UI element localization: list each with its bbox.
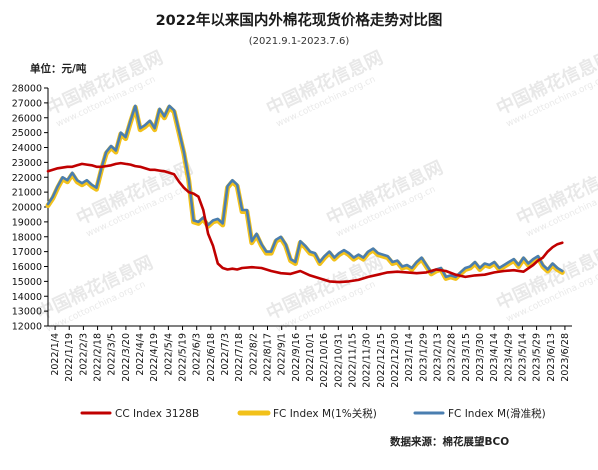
x-tick-label: 2022/4/19 bbox=[149, 333, 160, 382]
x-tick-label: 2022/1/4 bbox=[50, 333, 61, 376]
x-tick-label: 2022/6/18 bbox=[206, 333, 217, 382]
x-tick-label: 2022/3/20 bbox=[121, 333, 132, 382]
y-tick-label: 19000 bbox=[12, 217, 42, 228]
x-tick-label: 2023/5/29 bbox=[532, 333, 543, 382]
x-tick-label: 2022/11/30 bbox=[362, 333, 373, 388]
y-tick-label: 22000 bbox=[12, 173, 42, 184]
y-tick-label: 24000 bbox=[12, 143, 42, 154]
x-tick-label: 2022/9/1 bbox=[277, 333, 288, 376]
x-tick-label: 2022/7/18 bbox=[234, 333, 245, 382]
x-tick-label: 2022/3/5 bbox=[107, 333, 118, 376]
x-tick-label: 2023/3/30 bbox=[475, 333, 486, 382]
x-tick-label: 2023/2/13 bbox=[432, 333, 443, 382]
x-tick-label: 2023/4/14 bbox=[489, 333, 500, 382]
axes: 12000 13000 14000 15000 16000 17000 18000 19000… bbox=[12, 84, 572, 388]
x-tick-label: 2022/12/30 bbox=[390, 333, 401, 388]
chart-subtitle: (2021.9.1-2023.7.6) bbox=[249, 36, 350, 47]
legend-label: CC Index 3128B bbox=[115, 408, 199, 420]
y-tick-label: 28000 bbox=[12, 84, 42, 95]
y-tick-label: 23000 bbox=[12, 158, 42, 169]
legend-label: FC Index M(1%关税) bbox=[273, 407, 377, 420]
y-tick-label: 12000 bbox=[12, 322, 42, 333]
y-tick-label: 25000 bbox=[12, 128, 42, 139]
x-tick-label: 2023/1/29 bbox=[418, 333, 429, 382]
y-tick-label: 16000 bbox=[12, 262, 42, 273]
y-tick-label: 18000 bbox=[12, 232, 42, 243]
y-tick-label: 17000 bbox=[12, 247, 42, 258]
x-tick-label: 2022/2/18 bbox=[93, 333, 104, 382]
x-tick-label: 2022/2/3 bbox=[78, 333, 89, 376]
x-tick-label: 2023/1/14 bbox=[404, 333, 415, 382]
x-tick-label: 2022/10/31 bbox=[333, 333, 344, 388]
x-tick-label: 2022/4/4 bbox=[135, 333, 146, 376]
series-line-2 bbox=[46, 104, 564, 279]
y-tick-label: 15000 bbox=[12, 277, 42, 288]
chart-title: 2022年以来国内外棉花现货价格走势对比图 bbox=[156, 11, 443, 29]
y-tick-label: 14000 bbox=[12, 292, 42, 303]
x-tick-label: 2022/6/3 bbox=[192, 333, 203, 376]
x-tick-label: 2022/8/2 bbox=[248, 333, 259, 376]
series-line-0 bbox=[46, 161, 564, 284]
source-note: 数据来源：棉花展望BCO bbox=[389, 435, 509, 448]
x-tick-label: 2023/6/13 bbox=[546, 333, 557, 382]
x-tick-label: 2022/5/4 bbox=[163, 333, 174, 376]
y-tick-label: 27000 bbox=[12, 98, 42, 109]
x-tick-label: 2022/10/1 bbox=[305, 333, 316, 382]
series-layer bbox=[45, 104, 565, 284]
x-tick-label: 2023/6/28 bbox=[560, 333, 571, 382]
x-tick-label: 2022/7/3 bbox=[220, 333, 231, 376]
x-tick-label: 2023/2/28 bbox=[447, 333, 458, 382]
x-tick-label: 2022/1/19 bbox=[64, 333, 75, 382]
x-tick-label: 2022/5/19 bbox=[178, 333, 189, 382]
legend-item: FC Index M(1%关税) bbox=[237, 407, 377, 420]
x-tick-label: 2023/5/14 bbox=[517, 333, 528, 382]
x-tick-label: 2023/4/29 bbox=[503, 333, 514, 382]
x-tick-label: 2022/9/16 bbox=[291, 333, 302, 382]
unit-label: 单位：元/吨 bbox=[30, 62, 87, 75]
x-tick-label: 2022/12/15 bbox=[376, 333, 387, 388]
x-tick-label: 2022/10/16 bbox=[319, 333, 330, 388]
y-tick-label: 20000 bbox=[12, 203, 42, 214]
x-tick-label: 2022/11/15 bbox=[347, 333, 358, 388]
legend: CC Index 3128B FC Index M(1%关税) FC Index M… bbox=[80, 407, 546, 420]
legend-label: FC Index M(滑准税) bbox=[448, 407, 546, 420]
x-tick-label: 2023/3/15 bbox=[461, 333, 472, 382]
y-tick-label: 26000 bbox=[12, 113, 42, 124]
y-tick-label: 21000 bbox=[12, 188, 42, 199]
y-tick-label: 13000 bbox=[12, 307, 42, 318]
legend-item: CC Index 3128B bbox=[80, 408, 199, 420]
legend-item: FC Index M(滑准税) bbox=[413, 407, 546, 420]
x-tick-label: 2022/8/17 bbox=[263, 333, 274, 382]
